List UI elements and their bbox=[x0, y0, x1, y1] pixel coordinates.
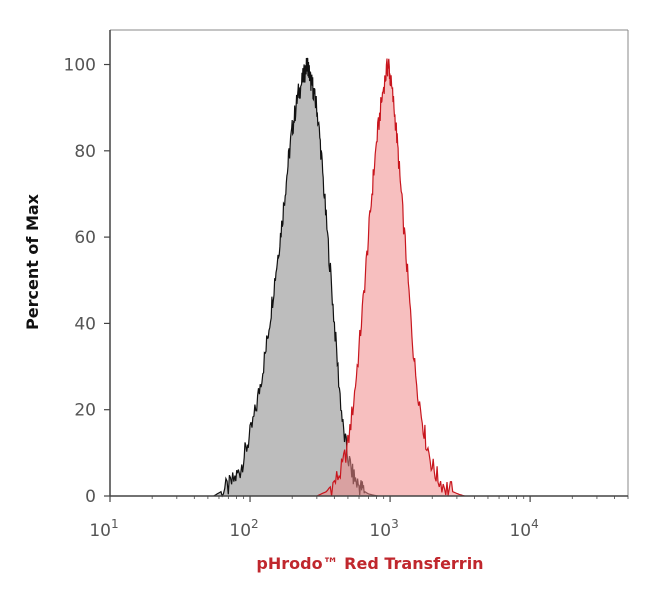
treated-histogram-fill bbox=[316, 58, 465, 496]
y-tick-label: 60 bbox=[74, 228, 96, 248]
y-tick-label: 40 bbox=[74, 314, 96, 334]
x-tick-label: 101 bbox=[89, 517, 118, 541]
x-tick-label: 104 bbox=[509, 517, 538, 541]
ticks-layer: 0 20 40 60 80 100 101 102 103 104 bbox=[64, 56, 629, 541]
x-tick-label: 103 bbox=[369, 517, 398, 541]
y-tick-label: 100 bbox=[64, 56, 96, 76]
y-tick-label: 20 bbox=[74, 401, 96, 421]
y-tick-label: 80 bbox=[74, 142, 96, 162]
control-histogram-fill bbox=[213, 58, 378, 496]
x-tick-label: 102 bbox=[229, 517, 258, 541]
treated-histogram-line bbox=[316, 58, 465, 497]
axes-layer bbox=[109, 29, 629, 497]
x-axis-label: pHrodo™ Red Transferrin bbox=[256, 554, 483, 573]
y-tick-label: 0 bbox=[85, 487, 96, 507]
y-axis-label: Percent of Max bbox=[23, 193, 42, 330]
series-layer bbox=[213, 57, 465, 498]
